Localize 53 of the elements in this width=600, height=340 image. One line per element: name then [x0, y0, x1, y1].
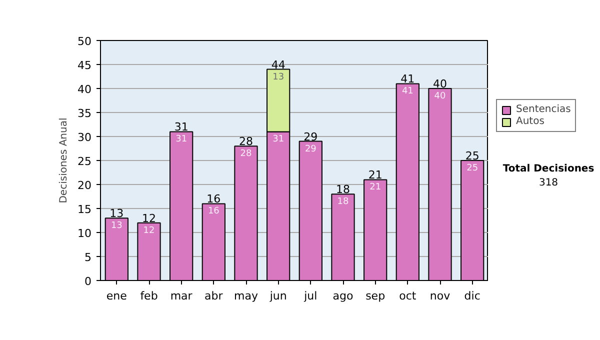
data-label: 13 — [110, 221, 122, 232]
total-label: 16 — [206, 192, 221, 206]
y-tick-label: 30 — [78, 131, 92, 144]
total-label: 28 — [239, 135, 253, 148]
total-label: 29 — [304, 130, 318, 144]
x-tick-label: ene — [106, 290, 128, 302]
data-label: 29 — [304, 144, 317, 154]
data-label: 40 — [434, 92, 446, 102]
x-tick-label: may — [234, 290, 258, 302]
x-tick-label: jul — [303, 290, 318, 302]
y-tick-label: 10 — [78, 227, 92, 240]
y-tick-label: 25 — [78, 155, 92, 168]
y-axis-title: Decisiones Anual — [58, 118, 70, 204]
y-tick-label: 0 — [84, 275, 92, 288]
y-tick-label: 50 — [78, 35, 92, 48]
y-tick-label: 35 — [78, 107, 92, 120]
y-tick-label: 20 — [78, 179, 92, 192]
data-label: 12 — [143, 226, 155, 236]
data-label: 18 — [337, 197, 349, 208]
data-label: 31 — [272, 134, 284, 145]
x-tick-label: oct — [399, 290, 417, 302]
total-label: 44 — [271, 58, 286, 72]
legend-label: Sentencias — [516, 104, 571, 115]
x-tick-label: dic — [464, 290, 480, 302]
total-label: 18 — [336, 183, 350, 196]
total-label: 41 — [400, 72, 415, 86]
data-label: 16 — [208, 206, 220, 217]
y-tick-label: 45 — [78, 59, 92, 72]
total-label: 31 — [174, 120, 188, 134]
x-tick-label: abr — [204, 290, 224, 302]
x-tick-label: mar — [170, 290, 193, 302]
total-label: 25 — [465, 150, 480, 162]
data-label: 28 — [240, 149, 252, 160]
data-label: 31 — [176, 134, 188, 145]
x-tick-label: jun — [268, 290, 287, 302]
legend-label: Autos — [516, 116, 544, 127]
x-tick-label: nov — [430, 290, 451, 302]
y-tick-label: 15 — [78, 203, 92, 216]
text: 318 — [538, 178, 558, 189]
data-label: 41 — [402, 86, 414, 97]
text: Total Decisiones — [502, 163, 594, 174]
total-label: 12 — [142, 212, 156, 225]
data-label: 21 — [370, 182, 382, 193]
data-label: 25 — [466, 164, 478, 174]
x-tick-label: feb — [140, 290, 158, 302]
data-label: 13 — [272, 72, 284, 82]
total-label: 13 — [110, 207, 124, 220]
x-tick-label: sep — [366, 290, 386, 302]
y-tick-label: 40 — [78, 83, 92, 96]
x-tick-label: ago — [332, 290, 354, 302]
total-label: 40 — [433, 78, 447, 90]
total-label: 21 — [368, 168, 382, 182]
y-tick-label: 5 — [84, 251, 92, 264]
